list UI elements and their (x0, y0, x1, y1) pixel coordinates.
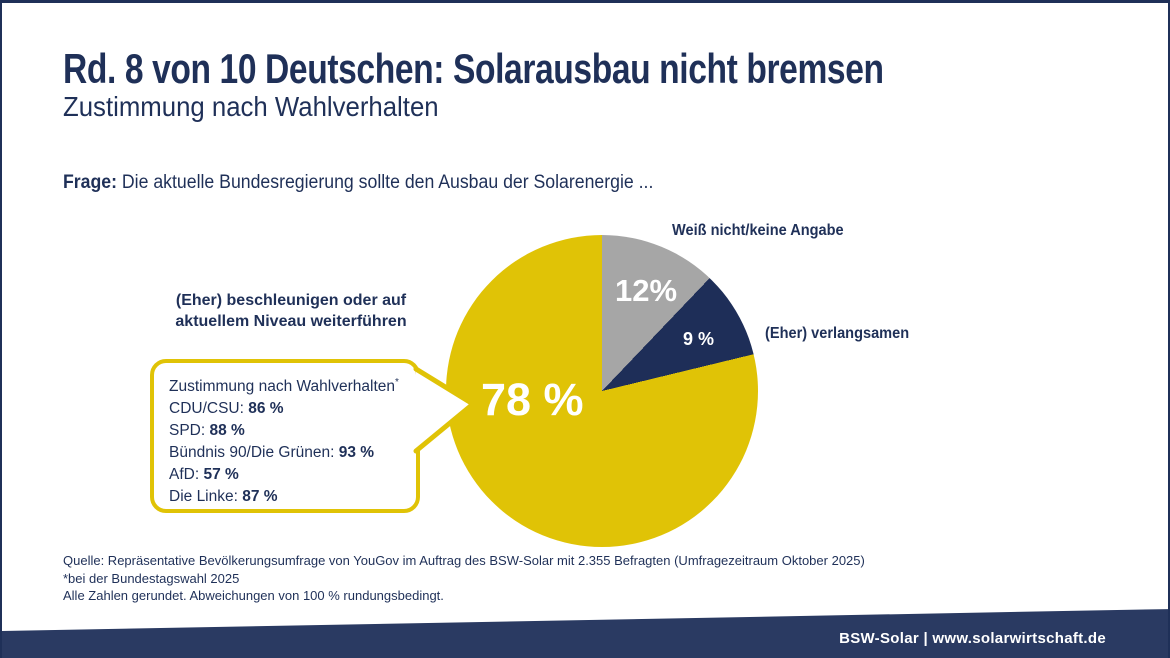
pie-value-verlangsamen: 9 % (683, 329, 715, 349)
callout-tail-shape (413, 366, 476, 454)
footnote-marker: * (395, 376, 399, 388)
page-title: Rd. 8 von 10 Deutschen: Solarausbau nich… (63, 45, 884, 92)
callout-heading: Zustimmung nach Wahlverhalten* (169, 376, 399, 395)
pie-value-beschleunigen: 78 % (481, 374, 584, 425)
source-footnotes: Quelle: Repräsentative Bevölkerungsumfra… (63, 552, 865, 605)
callout-row-spd: SPD: 88 % (169, 422, 245, 439)
question-text: Die aktuelle Bundesregierung sollte den … (117, 172, 654, 193)
slice-label-beschleunigen: (Eher) beschleunigen oder auf aktuellem … (175, 292, 407, 330)
slice-label-weiss-nicht: Weiß nicht/keine Angabe (672, 222, 844, 239)
callout-row-linke: Die Linke: 87 % (169, 488, 278, 505)
callout-row-afd: AfD: 57 % (169, 466, 239, 483)
callout-row-gruene: Bündnis 90/Die Grünen: 93 % (169, 444, 375, 461)
source-line: Quelle: Repräsentative Bevölkerungsumfra… (63, 553, 865, 568)
question-label: Frage: (63, 172, 118, 193)
footnote-line: *bei der Bundestagswahl 2025 (63, 570, 240, 586)
party-breakdown-callout: Zustimmung nach Wahlverhalten* CDU/CSU: … (150, 359, 420, 513)
survey-question: Frage: Die aktuelle Bundesregierung soll… (63, 172, 653, 194)
callout-row-cdu-csu: CDU/CSU: 86 % (169, 400, 284, 417)
pie-value-weiss-nicht: 12% (615, 273, 678, 308)
callout-tail-pointer (413, 366, 476, 454)
page-subtitle: Zustimmung nach Wahlverhalten (63, 91, 439, 122)
slice-label-verlangsamen: (Eher) verlangsamen (765, 325, 910, 342)
footer-branding: BSW-Solar | www.solarwirtschaft.de (839, 630, 1106, 647)
pie-chart (446, 235, 758, 547)
rounding-note-line: Alle Zahlen gerundet. Abweichungen von 1… (63, 588, 444, 603)
